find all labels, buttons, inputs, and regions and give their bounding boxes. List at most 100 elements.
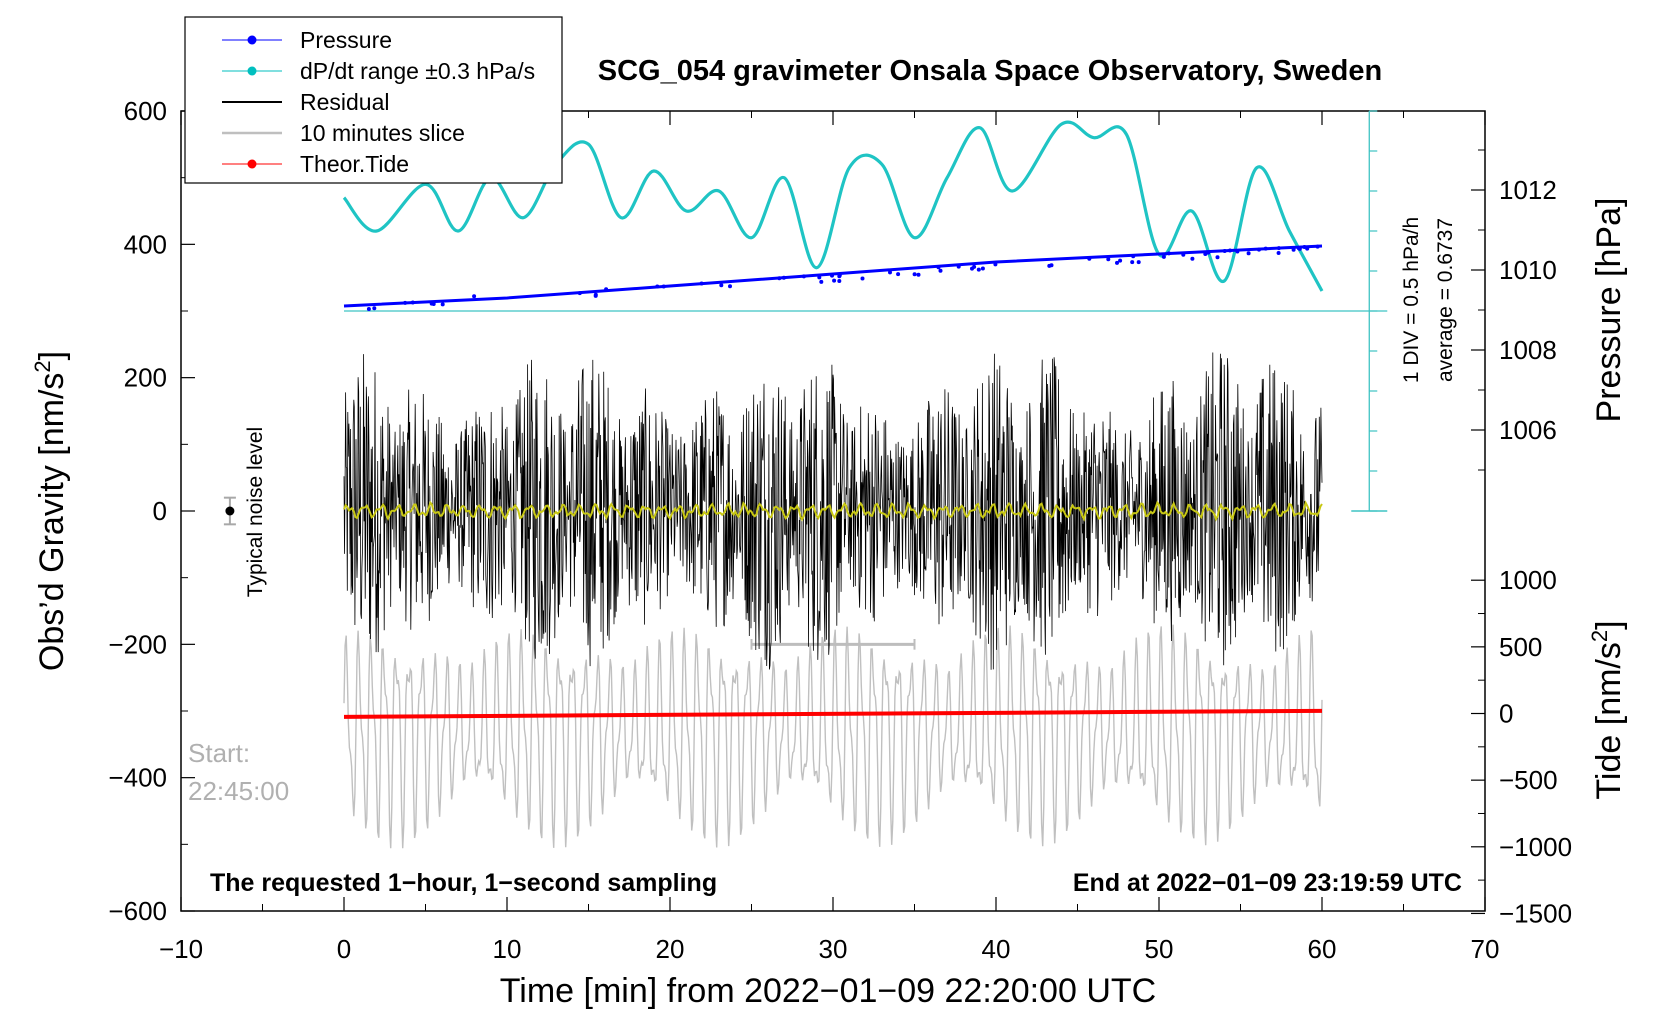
y-axis-tide-label-main: Tide [nm/s	[1590, 642, 1628, 799]
start-label: Start:	[188, 738, 250, 768]
y-tick-label: −400	[108, 763, 167, 793]
y-axis-tide-label-end: ]	[1590, 620, 1628, 629]
pressure-point	[1118, 258, 1123, 263]
pressure-point	[1296, 246, 1301, 251]
tide-tick-label: 500	[1499, 632, 1542, 662]
y-tick-label: 0	[153, 496, 167, 526]
y-axis-left-label-main: Obs’d Gravity [nm/s	[33, 373, 71, 672]
pressure-point	[819, 279, 824, 284]
legend-label: 10 minutes slice	[300, 120, 465, 146]
tide-tick-label: 0	[1499, 699, 1513, 729]
tide-tick-label: 1000	[1499, 565, 1557, 595]
pressure-point	[1087, 256, 1092, 261]
pressure-point	[830, 273, 834, 278]
pressure-point	[655, 284, 660, 289]
bottom-right-note: End at 2022−01−09 23:19:59 UTC	[1073, 869, 1462, 897]
pressure-point	[1049, 263, 1054, 268]
y-tick-label: 200	[124, 363, 167, 393]
legend-marker	[247, 35, 257, 45]
pressure-point	[1115, 260, 1119, 265]
legend-box	[184, 16, 563, 184]
pressure-point	[1315, 244, 1320, 249]
pressure-tick-label: 1012	[1499, 175, 1557, 205]
pressure-point	[661, 284, 666, 289]
tide-tick-label: −1500	[1499, 898, 1572, 928]
residual-layer	[343, 352, 1323, 670]
pressure-point	[993, 262, 998, 267]
pressure-point	[970, 266, 974, 271]
pressure-point	[1166, 251, 1171, 256]
pressure-point	[1276, 246, 1281, 251]
pressure-point	[410, 300, 415, 305]
pressure-point	[1181, 252, 1186, 257]
legend-marker	[247, 66, 257, 76]
pressure-scale-label: 1 DIV = 0.5 hPa/h	[1400, 217, 1423, 383]
pressure-point	[1203, 252, 1208, 256]
start-time: 22:45:00	[188, 776, 289, 806]
y-axis-pressure: 1006 1008 1010 1012	[1471, 149, 1557, 471]
tide-layer	[343, 708, 1323, 719]
pressure-point	[980, 266, 985, 271]
x-tick-label: −10	[159, 934, 203, 964]
noise-layer	[223, 496, 236, 526]
pressure-tick-label: 1006	[1499, 415, 1557, 445]
legend-marker	[247, 159, 257, 169]
pressure-point	[440, 302, 445, 307]
pressure-point	[366, 307, 371, 311]
pressure-point	[1130, 260, 1135, 265]
pressure-point	[1291, 247, 1296, 252]
pressure-tick-label: 1010	[1499, 255, 1557, 285]
bottom-left-note: The requested 1−hour, 1−second sampling	[210, 869, 717, 897]
pressure-average-label: average = 0.6737	[1434, 218, 1457, 382]
tide-tick-label: −1000	[1499, 832, 1572, 862]
pressure-layer	[342, 120, 1324, 311]
y-tick-label: −600	[108, 896, 167, 926]
pressure-point	[976, 267, 981, 272]
dp-dt-scale	[344, 110, 1388, 512]
pressure-point	[837, 273, 842, 278]
legend-label: Residual	[300, 89, 390, 115]
y-tick-label: −200	[108, 629, 167, 659]
x-tick-label: 60	[1308, 934, 1337, 964]
pressure-point	[719, 283, 724, 288]
pressure-point	[781, 275, 786, 280]
pressure-point	[837, 279, 842, 283]
pressure-point	[1276, 251, 1281, 255]
pressure-point	[896, 272, 901, 277]
y-axis-left-label-sup: 2	[30, 360, 55, 372]
x-tick-label: 70	[1471, 934, 1500, 964]
pressure-point	[1222, 249, 1227, 253]
y-axis-pressure-label: Pressure [hPa]	[1590, 198, 1628, 423]
pressure-point	[1257, 247, 1261, 252]
pressure-point	[1190, 256, 1195, 261]
x-tick-label: 50	[1145, 934, 1174, 964]
pressure-point	[916, 272, 921, 277]
x-tick-label: 0	[337, 934, 351, 964]
pressure-point	[912, 272, 917, 277]
pressure-tick-label: 1008	[1499, 335, 1557, 365]
y-tick-label: 400	[124, 229, 167, 259]
y-axis-left: −600 −400 −200 0 200 400 600	[108, 96, 195, 926]
pressure-point	[817, 275, 822, 280]
pressure-point	[372, 306, 377, 311]
pressure-point	[1206, 250, 1211, 255]
tide-tick-label: −500	[1499, 765, 1558, 795]
legend-label: Theor.Tide	[300, 151, 409, 177]
pressure-point	[832, 278, 837, 283]
x-tick-label: 30	[819, 934, 848, 964]
pressure-point	[1228, 248, 1232, 253]
noise-point	[225, 506, 235, 516]
pressure-point	[888, 270, 892, 275]
pressure-point	[728, 284, 732, 289]
residual-filtered-trace	[343, 500, 1323, 522]
x-tick-label: 20	[656, 934, 685, 964]
pressure-point	[938, 268, 943, 273]
pressure-point	[1263, 246, 1268, 251]
pressure-point	[472, 294, 477, 299]
pressure-point	[956, 264, 961, 269]
slice-trace	[343, 624, 1323, 849]
y-axis-tide: −1500 −1000 −500 0 500 1000	[1471, 565, 1572, 928]
y-tick-label: 600	[124, 96, 167, 126]
pressure-point	[577, 291, 582, 296]
